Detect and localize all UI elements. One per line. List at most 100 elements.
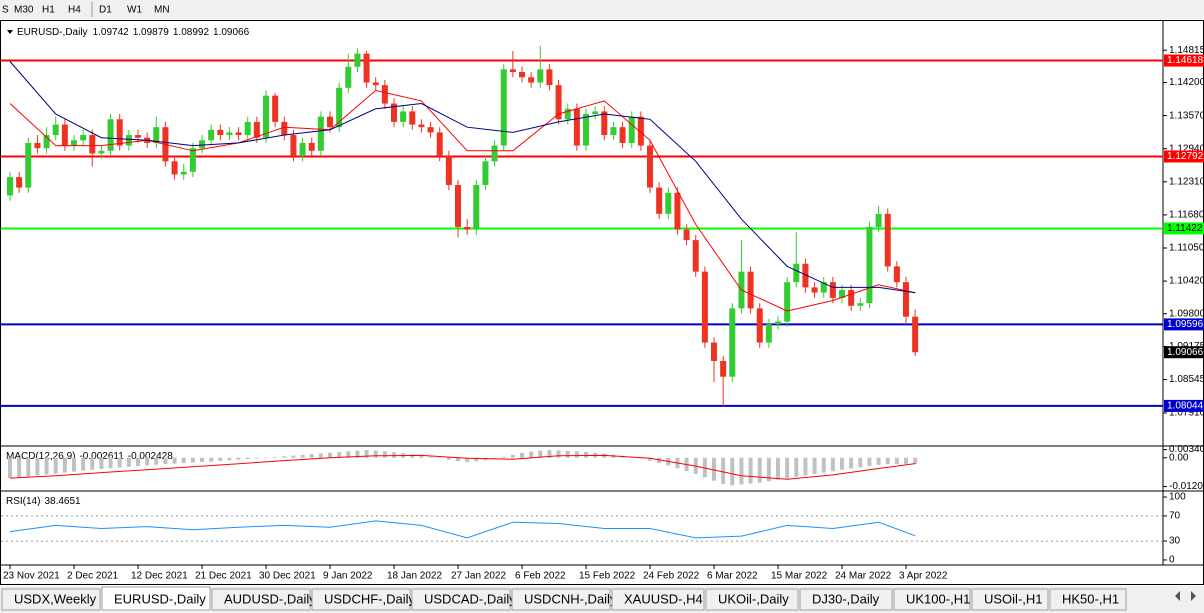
candle-body bbox=[683, 229, 690, 241]
tab[interactable] bbox=[893, 588, 971, 611]
candle-body bbox=[912, 316, 919, 353]
candle-body bbox=[7, 177, 13, 196]
tab[interactable] bbox=[1, 588, 101, 611]
y-tick-label: 1.12310 bbox=[1169, 176, 1204, 187]
tab-label[interactable]: XAUUSD-,H4 bbox=[624, 591, 703, 606]
macd-bar bbox=[282, 456, 287, 458]
tab-label[interactable]: UKOil-,Daily bbox=[718, 591, 789, 606]
candle-body bbox=[235, 132, 242, 136]
macd-bar bbox=[346, 451, 351, 458]
tab-label[interactable]: DJ30-,Daily bbox=[812, 591, 880, 606]
tab-label[interactable]: USDCNH-,Daily bbox=[524, 591, 617, 606]
chart-header: EURUSD-,Daily 1.09742 1.09879 1.08992 1.0906… bbox=[17, 27, 250, 38]
tab[interactable] bbox=[971, 588, 1049, 611]
macd-bar bbox=[584, 452, 589, 458]
macd-bar bbox=[227, 457, 232, 461]
tab[interactable] bbox=[511, 588, 611, 611]
macd-bar bbox=[547, 450, 552, 458]
tab[interactable] bbox=[705, 588, 799, 611]
y-tick-label: 1.14815 bbox=[1169, 45, 1204, 56]
y-tick-label: 0 bbox=[1169, 555, 1175, 566]
moving-average bbox=[9, 89, 916, 312]
macd-bar bbox=[766, 457, 771, 482]
timeframe-button[interactable]: H4 bbox=[68, 5, 81, 16]
timeframe-button[interactable]: MN bbox=[154, 5, 170, 16]
macd-bar bbox=[218, 457, 223, 461]
x-tick-label: 6 Mar 2022 bbox=[707, 571, 758, 582]
moving-average bbox=[9, 61, 916, 294]
macd-bar bbox=[300, 454, 305, 458]
tab-label[interactable]: AUDUSD-,Daily bbox=[224, 591, 316, 606]
candle-body bbox=[793, 263, 800, 283]
tab[interactable] bbox=[611, 588, 705, 611]
tab-scroll-right[interactable] bbox=[1191, 591, 1196, 601]
macd-bar bbox=[794, 457, 799, 477]
candle-body bbox=[308, 142, 315, 151]
candle-body bbox=[80, 135, 87, 141]
candle-body bbox=[253, 121, 260, 138]
macd-bar bbox=[245, 457, 250, 459]
tab-label[interactable]: UK100-,H1 bbox=[906, 591, 970, 606]
tab[interactable] bbox=[101, 586, 211, 611]
macd-bar bbox=[803, 457, 808, 476]
timeframe-button[interactable]: M30 bbox=[14, 5, 34, 16]
candle-body bbox=[409, 111, 416, 125]
candle-body bbox=[61, 124, 68, 146]
candle-body bbox=[98, 150, 105, 154]
candle-body bbox=[180, 171, 187, 175]
candle-body bbox=[464, 226, 471, 230]
tab[interactable] bbox=[411, 588, 511, 611]
candle-body bbox=[418, 124, 425, 128]
macd-bar bbox=[26, 457, 31, 477]
candle-body bbox=[455, 184, 462, 227]
candle-body bbox=[839, 290, 846, 298]
tab[interactable] bbox=[1049, 588, 1127, 611]
candle-body bbox=[500, 69, 507, 146]
macd-bar bbox=[785, 457, 790, 479]
macd-bar bbox=[318, 453, 323, 458]
candle-body bbox=[208, 129, 215, 141]
tab-label[interactable]: USDX,Weekly bbox=[14, 591, 97, 606]
candle-body bbox=[436, 132, 443, 157]
macd-bar bbox=[712, 457, 717, 481]
macd-bar bbox=[904, 457, 909, 464]
tab[interactable] bbox=[311, 588, 411, 611]
candle-body bbox=[473, 184, 480, 230]
candle-body bbox=[756, 308, 763, 343]
candle-body bbox=[875, 213, 882, 227]
x-tick-label: 2 Dec 2021 bbox=[67, 571, 119, 582]
macd-bar bbox=[721, 457, 726, 485]
macd-bar bbox=[538, 450, 543, 458]
macd-bar bbox=[382, 451, 387, 458]
candle-body bbox=[509, 69, 516, 73]
macd-bar bbox=[410, 454, 415, 458]
macd-bar bbox=[181, 457, 186, 464]
candle-body bbox=[829, 282, 836, 298]
y-tick-label: 1.11050 bbox=[1169, 243, 1204, 254]
timeframe-button[interactable]: D1 bbox=[99, 5, 112, 16]
y-tick-label: 1.11680 bbox=[1169, 210, 1204, 221]
tab-scroll-left[interactable] bbox=[1175, 591, 1180, 601]
candle-body bbox=[272, 95, 279, 122]
candle-body bbox=[491, 145, 498, 162]
macd-bar bbox=[172, 457, 177, 464]
timeframe-button[interactable]: W1 bbox=[127, 5, 142, 16]
timeframe-button[interactable]: H1 bbox=[42, 5, 55, 16]
y-tick-label: 0.003408 bbox=[1169, 444, 1204, 455]
tab-label[interactable]: USOil-,H1 bbox=[984, 591, 1043, 606]
y-tick-label: 0.00 bbox=[1169, 452, 1189, 463]
tab-label[interactable]: USDCHF-,Daily bbox=[324, 591, 416, 606]
timeframe-button[interactable]: S bbox=[2, 5, 9, 16]
candle-body bbox=[619, 127, 626, 143]
tab-label[interactable]: USDCAD-,Daily bbox=[424, 591, 516, 606]
candle-body bbox=[857, 303, 864, 306]
tab[interactable] bbox=[799, 588, 893, 611]
x-tick-label: 9 Jan 2022 bbox=[323, 571, 373, 582]
candle-body bbox=[747, 271, 754, 309]
tab[interactable] bbox=[211, 588, 311, 611]
macd-bar bbox=[126, 457, 131, 467]
tab-label[interactable]: HK50-,H1 bbox=[1062, 591, 1119, 606]
tab-label[interactable]: EURUSD-,Daily bbox=[114, 591, 206, 606]
macd-bar bbox=[437, 457, 442, 459]
